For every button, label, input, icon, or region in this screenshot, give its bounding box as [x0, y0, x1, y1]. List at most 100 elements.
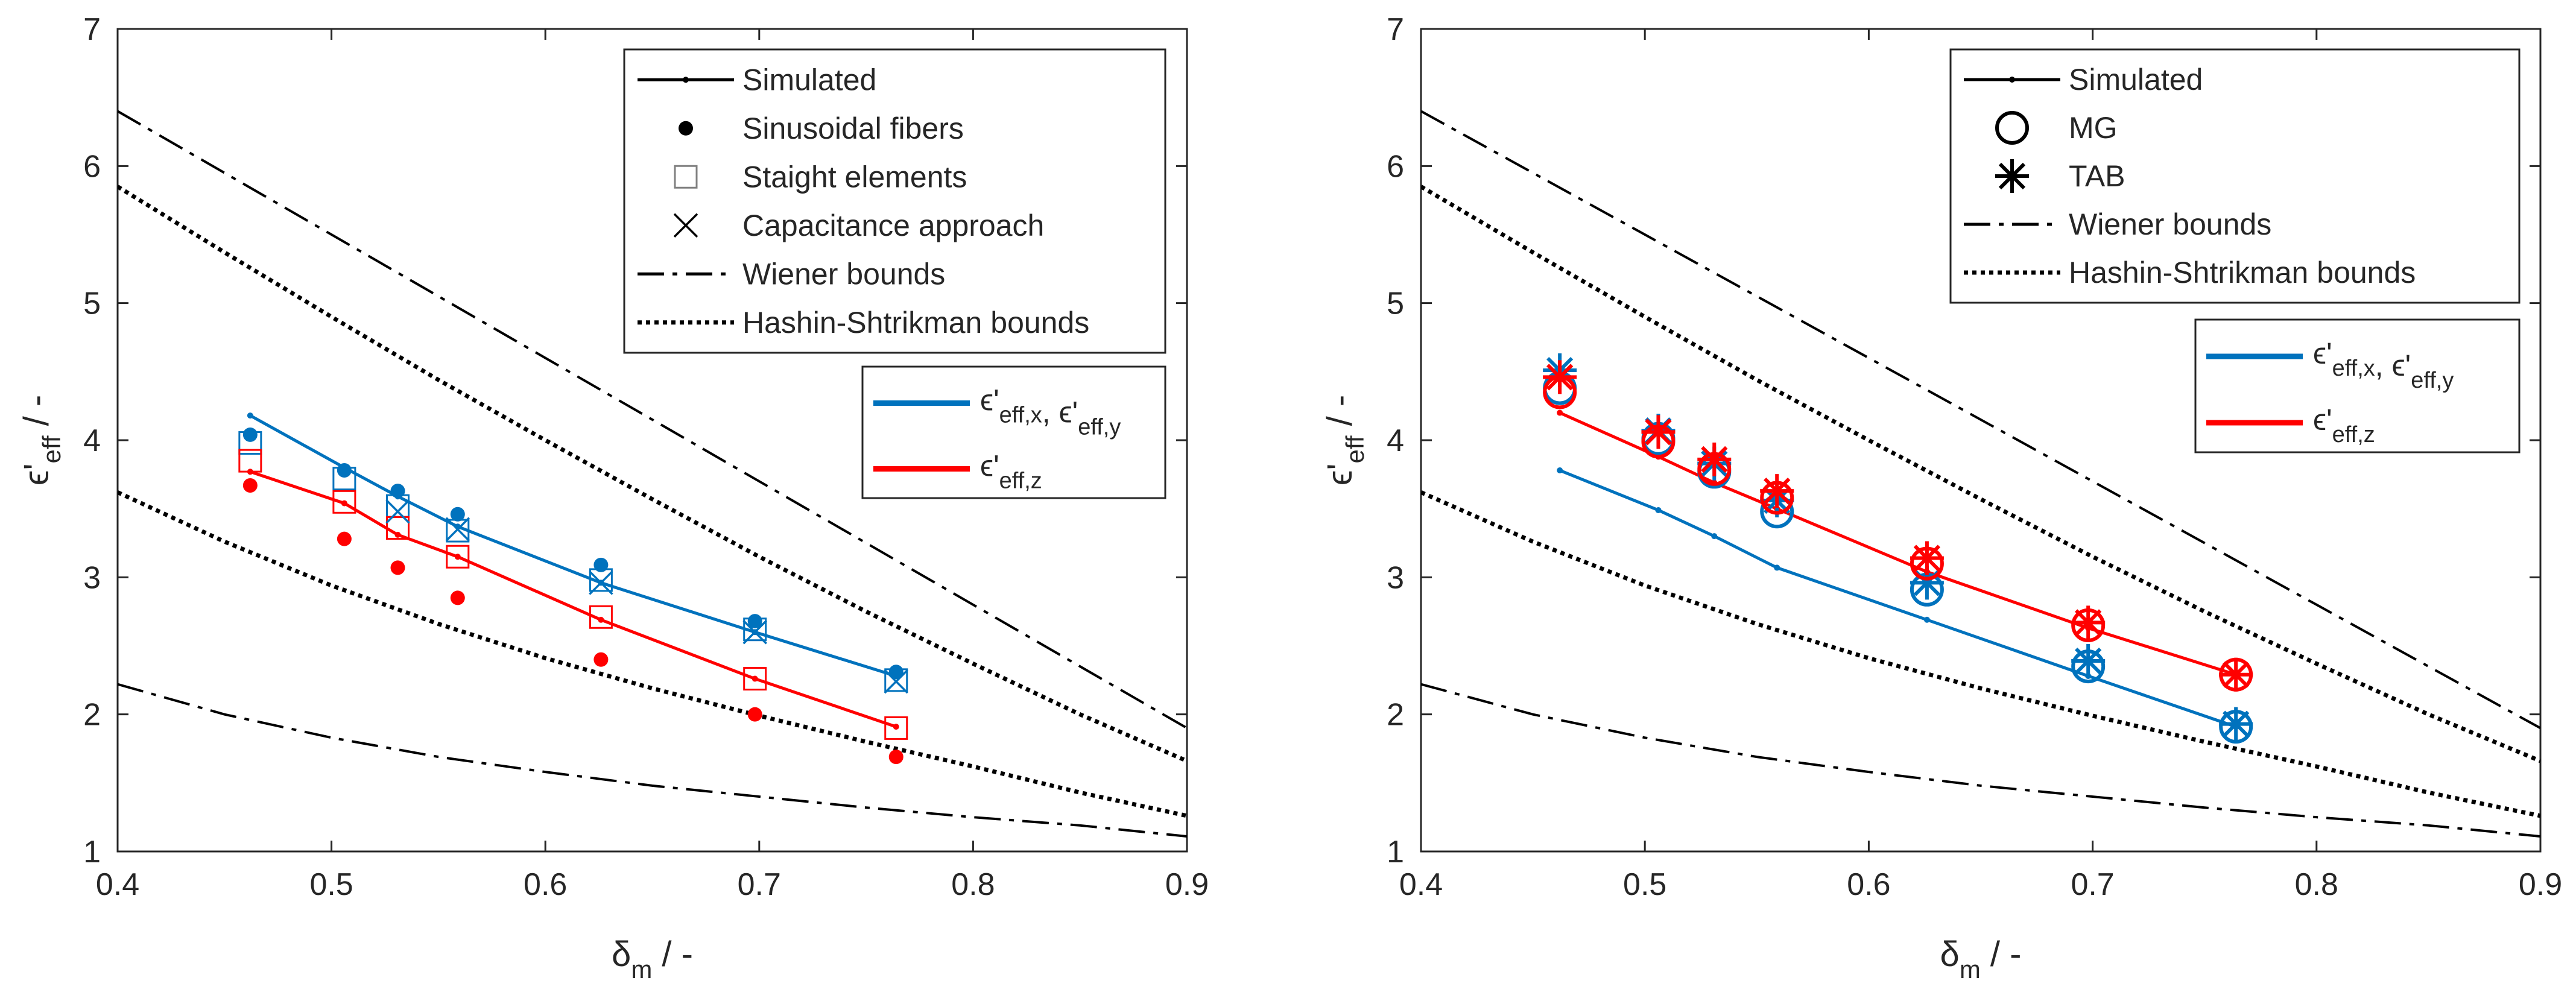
square-marker [589, 568, 613, 592]
legend-color-label: ϵ'eff,z [980, 449, 1042, 494]
series-point-blue [1557, 467, 1563, 474]
dot-marker [888, 665, 903, 680]
x-marker [385, 499, 410, 524]
legend-main-box [1949, 48, 2521, 304]
dot-marker [242, 478, 258, 493]
dot-marker [337, 531, 352, 546]
legend-colors: ϵ'eff,x, ϵ'eff,yϵ'eff,z [2194, 318, 2521, 453]
legend-sub: eff,z [2332, 422, 2375, 447]
y-tick-label: 6 [83, 149, 101, 184]
square-marker [332, 490, 356, 514]
legend-sub: eff,y [1078, 415, 1121, 440]
legend-main-box [623, 48, 1166, 354]
dot-marker [390, 560, 405, 575]
x-label-unit: / - [652, 935, 693, 974]
y-tick-label: 7 [1387, 12, 1404, 47]
square-marker [884, 716, 908, 740]
dot-marker [593, 652, 609, 667]
legend-sep: , [2375, 349, 2392, 382]
x-tick-label: 0.6 [1847, 867, 1890, 902]
square-marker [589, 605, 613, 629]
square-marker [238, 449, 262, 473]
square-marker [238, 431, 262, 455]
legend-sym: ϵ' [2313, 403, 2332, 437]
wiener-upper-bound [1421, 110, 2540, 730]
legend-label: Simulated [742, 63, 876, 96]
legend-label: Simulated [2069, 63, 2203, 96]
legend-sub: eff,y [2411, 368, 2454, 393]
asterisk-marker [2219, 657, 2253, 692]
y-tick-label: 2 [1387, 698, 1404, 733]
x-tick-label: 0.5 [309, 867, 353, 902]
asterisk-marker [2219, 707, 2253, 741]
y-axis-label: ϵ'eff / - [1320, 395, 1369, 485]
x-tick-label: 0.9 [1165, 867, 1209, 902]
x-label-main: δ [612, 935, 631, 974]
series-point-red [454, 554, 461, 560]
legend-sym: ϵ' [2313, 336, 2332, 370]
series-point-blue [1923, 616, 1930, 623]
square-marker [332, 467, 356, 491]
square-marker [446, 519, 470, 543]
x-label-main: δ [1940, 935, 1960, 974]
legend-label: Capacitance approach [742, 209, 1044, 242]
series-point-red [893, 724, 899, 730]
wiener-lower-bound [118, 683, 1187, 838]
y-label-main: ϵ' [17, 463, 56, 485]
x-axis-label: δm / - [1940, 935, 2022, 984]
x-marker [445, 517, 470, 542]
y-tick-label: 2 [83, 698, 101, 733]
y-tick-label: 5 [83, 286, 101, 321]
series-point-blue [1655, 507, 1662, 513]
legend-sym: ϵ' [980, 449, 999, 483]
x-label-unit: / - [1981, 935, 2022, 974]
x-tick-label: 0.7 [738, 867, 781, 902]
legend-dot-sample [683, 77, 689, 83]
circle-marker [1995, 111, 2029, 145]
asterisk-marker [1910, 541, 1944, 575]
square-marker [743, 617, 767, 642]
x-marker [673, 213, 698, 238]
legend-sep: , [1042, 396, 1059, 429]
x-tick-label: 0.8 [2295, 867, 2338, 902]
y-label-unit: / - [17, 395, 56, 436]
dot-marker [747, 707, 762, 722]
series-point-red [341, 500, 347, 507]
asterisk-marker [1697, 442, 1732, 476]
asterisk-marker [2071, 644, 2106, 678]
legend-main: Simulated Sinusoidal fibers Staight elemen… [623, 48, 1166, 354]
legend-sym: ϵ' [1059, 396, 1078, 429]
y-tick-label: 3 [1387, 560, 1404, 595]
legend-colors-box [2194, 318, 2521, 453]
legend-label: Hashin-Shtrikman bounds [2069, 256, 2416, 289]
hashin-shtrikman-lower-bound [118, 490, 1187, 818]
plot-content [1421, 110, 2540, 838]
legend-label: Hashin-Shtrikman bounds [742, 306, 1089, 340]
legend-sym: ϵ' [2392, 349, 2411, 382]
series-point-blue [1774, 564, 1780, 571]
x-tick-label: 0.6 [524, 867, 567, 902]
marker-group-dot-red [242, 478, 903, 765]
hashin-shtrikman-upper-bound [1421, 185, 2540, 763]
x-marker [884, 669, 908, 694]
dot-marker [337, 463, 352, 478]
legend-color-label: ϵ'eff,z [2313, 403, 2375, 447]
y-label-unit: / - [1320, 395, 1359, 436]
x-tick-label: 0.7 [2071, 867, 2114, 902]
legend-sym: ϵ' [980, 384, 999, 417]
plot-content [118, 110, 1187, 838]
square-marker [674, 165, 698, 189]
legend-colors: ϵ'eff,x, ϵ'eff,y ϵ'eff,z [861, 365, 1166, 499]
legend-color-label: ϵ'eff,x, ϵ'eff,y [2313, 336, 2454, 393]
legend-label: Staight elements [742, 160, 967, 194]
legend-color-label: ϵ'eff,x, ϵ'eff,y [980, 384, 1121, 440]
asterisk-marker [1910, 566, 1944, 600]
asterisk-marker [1760, 474, 1794, 508]
series-point-blue [247, 412, 253, 419]
y-label-sub: eff [37, 435, 66, 463]
marker-group-asterisk-red [1543, 360, 2253, 692]
legend-label: Sinusoidal fibers [742, 112, 964, 145]
